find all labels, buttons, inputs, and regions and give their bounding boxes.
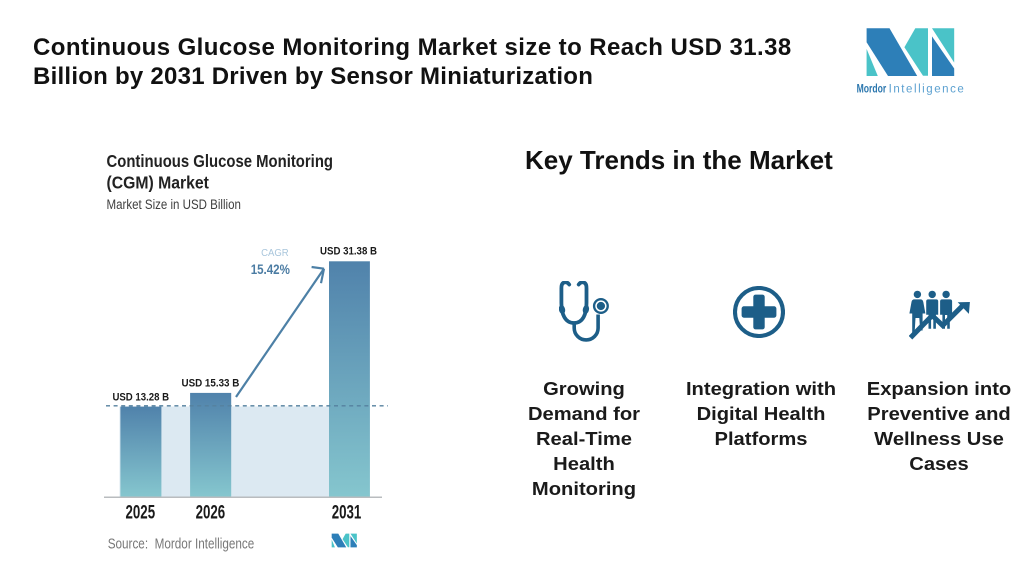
- svg-text:15.42%: 15.42%: [251, 261, 291, 277]
- svg-text:Mordor: Mordor: [857, 84, 887, 96]
- svg-text:2026: 2026: [196, 503, 226, 524]
- svg-text:Source: Mordor Intelligence: Source: Mordor Intelligence: [108, 537, 255, 553]
- svg-text:2025: 2025: [126, 503, 156, 524]
- svg-text:USD 15.33 B: USD 15.33 B: [182, 378, 240, 390]
- svg-text:(CGM) Market: (CGM) Market: [107, 173, 209, 193]
- svg-text:2031: 2031: [332, 503, 362, 524]
- svg-text:Intelligence: Intelligence: [889, 84, 966, 96]
- svg-text:USD 13.28 B: USD 13.28 B: [112, 392, 169, 404]
- svg-text:Market Size in USD Billion: Market Size in USD Billion: [107, 197, 241, 213]
- svg-text:Continuous Glucose Monitoring: Continuous Glucose Monitoring: [107, 151, 334, 171]
- svg-text:USD 31.38 B: USD 31.38 B: [320, 246, 377, 258]
- svg-text:CAGR: CAGR: [261, 248, 289, 259]
